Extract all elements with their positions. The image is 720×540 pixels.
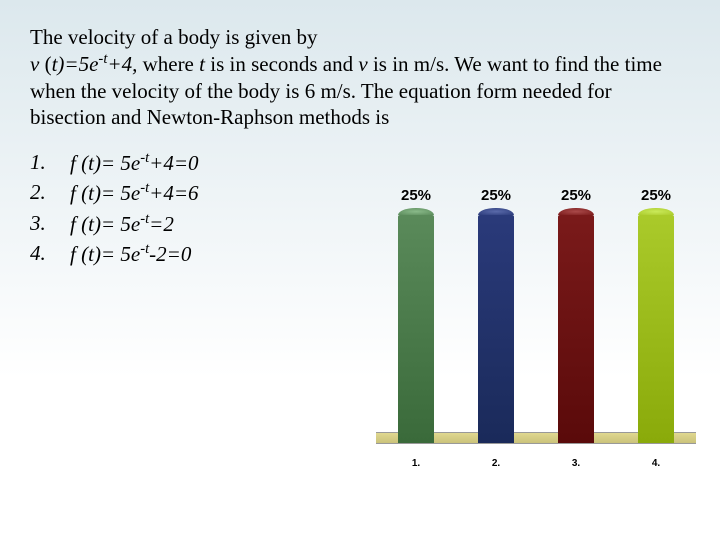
response-chart: 25% 25% 25% 25% 1. 2. 3. 4. [376, 182, 696, 472]
bar-2 [478, 215, 514, 443]
option-3[interactable]: 3. f (t)= 5e-t=2 [30, 209, 199, 239]
question-text: The velocity of a body is given by v (t)… [30, 24, 690, 130]
eq-close: )=5e [57, 52, 98, 76]
xlabel-1: 1. [376, 458, 456, 469]
option-4[interactable]: 4. f (t)= 5e-t-2=0 [30, 239, 199, 269]
bar-4 [638, 215, 674, 443]
pct-label-1: 25% [376, 187, 456, 204]
xlabel-4: 4. [616, 458, 696, 469]
options-list: 1. f (t)= 5e-t+4=0 2. f (t)= 5e-t+4=6 3.… [30, 148, 199, 270]
options-block: 1. f (t)= 5e-t+4=0 2. f (t)= 5e-t+4=6 3.… [30, 148, 199, 270]
option-2[interactable]: 2. f (t)= 5e-t+4=6 [30, 178, 199, 208]
option-text: f (t)= 5e-t+4=0 [70, 148, 199, 178]
option-text: f (t)= 5e-t+4=6 [70, 178, 199, 208]
bar-3 [558, 215, 594, 443]
bar-1 [398, 215, 434, 443]
option-num: 2. [30, 178, 70, 208]
q2a: where [137, 52, 199, 76]
xlabel-2: 2. [456, 458, 536, 469]
pct-label-4: 25% [616, 187, 696, 204]
pct-label-2: 25% [456, 187, 536, 204]
pct-row: 25% 25% 25% 25% [376, 182, 696, 204]
option-text: f (t)= 5e-t-2=0 [70, 239, 191, 269]
q2b: is in seconds and [205, 52, 358, 76]
xlabels-row: 1. 2. 3. 4. [376, 458, 696, 469]
slide: The velocity of a body is given by v (t)… [0, 0, 720, 540]
eq-open: ( [39, 52, 51, 76]
q2v: v [358, 52, 367, 76]
option-text: f (t)= 5e-t=2 [70, 209, 174, 239]
option-num: 3. [30, 209, 70, 239]
option-num: 1. [30, 148, 70, 178]
bars-area [376, 204, 696, 444]
option-num: 4. [30, 239, 70, 269]
eq-tail: +4, [107, 52, 137, 76]
xlabel-3: 3. [536, 458, 616, 469]
option-1[interactable]: 1. f (t)= 5e-t+4=0 [30, 148, 199, 178]
pct-label-3: 25% [536, 187, 616, 204]
eq-v: v [30, 52, 39, 76]
question-line1: The velocity of a body is given by [30, 25, 318, 49]
